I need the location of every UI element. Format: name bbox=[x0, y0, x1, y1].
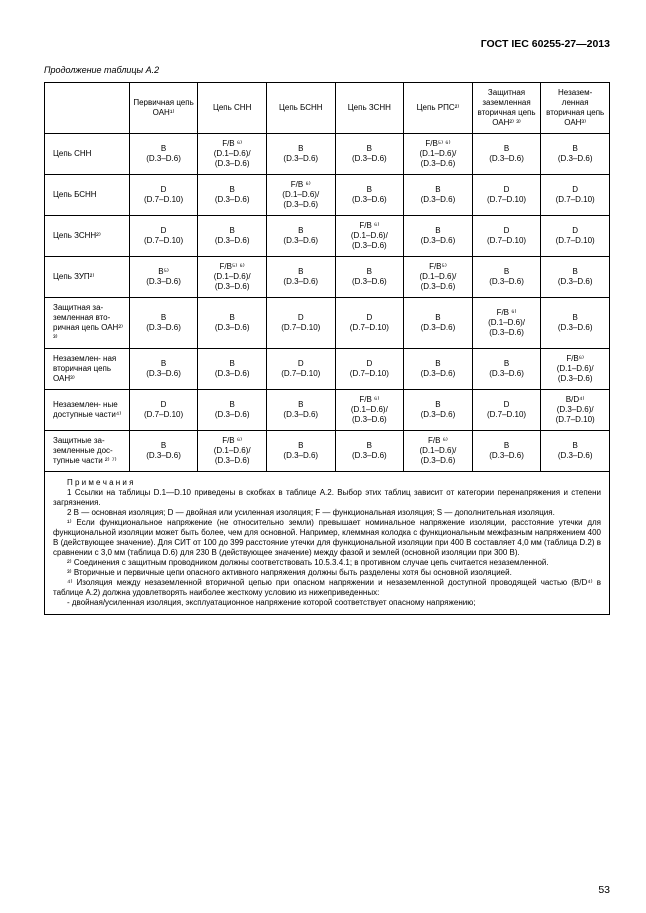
table-cell: B(D.3–D.6) bbox=[472, 431, 541, 472]
table-cell: B(D.3–D.6) bbox=[129, 431, 198, 472]
table-row: Цепь ЗСНН²⁾D(D.7–D.10)B(D.3–D.6)B(D.3–D.… bbox=[45, 216, 610, 257]
header-empty bbox=[45, 83, 130, 134]
table-cell: B(D.3–D.6) bbox=[266, 257, 335, 298]
note-2: 2 В — основная изоляция; D — двойная или… bbox=[53, 508, 601, 518]
table-cell: B(D.3–D.6) bbox=[404, 216, 473, 257]
table-cell: D(D.7–D.10) bbox=[541, 175, 610, 216]
table-cell: B(D.3–D.6) bbox=[129, 134, 198, 175]
table-cell: D(D.7–D.10) bbox=[541, 216, 610, 257]
table-cell: B(D.3–D.6) bbox=[266, 431, 335, 472]
table-cell: F/B ⁶⁾(D.1–D.6)/(D.3–D.6) bbox=[198, 431, 267, 472]
footnote-1: ¹⁾ Если функциональное напряжение (не от… bbox=[53, 518, 601, 558]
table-row: Защитная за- земленная вто- ричная цепь … bbox=[45, 298, 610, 349]
table-cell: B⁵⁾(D.3–D.6) bbox=[129, 257, 198, 298]
table-cell: B(D.3–D.6) bbox=[198, 175, 267, 216]
table-cell: B(D.3–D.6) bbox=[541, 257, 610, 298]
table-caption: Продолжение таблицы А.2 bbox=[44, 65, 610, 76]
footnote-2: ²⁾ Соединения с защитным проводником дол… bbox=[53, 558, 601, 568]
table-cell: F/B⁶⁾(D.1–D.6)/(D.3–D.6) bbox=[541, 349, 610, 390]
table-row: Незаземлен- ные доступные части⁴⁾D(D.7–D… bbox=[45, 390, 610, 431]
header-col: Цепь РПС²⁾ bbox=[404, 83, 473, 134]
table-cell: D(D.7–D.10) bbox=[129, 216, 198, 257]
notes-cell: П р и м е ч а н и я 1 Ссылки на таблицы … bbox=[45, 472, 610, 615]
table-cell: F/B⁵⁾ ⁶⁾(D.1–D.6)/(D.3–D.6) bbox=[404, 134, 473, 175]
row-label: Незаземлен- ная вторичная цепь ОАН³⁾ bbox=[45, 349, 130, 390]
table-cell: F/B ⁶⁾(D.1–D.6)/(D.3–D.6) bbox=[404, 431, 473, 472]
row-label: Цепь СНН bbox=[45, 134, 130, 175]
table-cell: B(D.3–D.6) bbox=[472, 349, 541, 390]
table-cell: B(D.3–D.6) bbox=[335, 175, 404, 216]
table-cell: D(D.7–D.10) bbox=[266, 349, 335, 390]
table-cell: B(D.3–D.6) bbox=[335, 257, 404, 298]
table-cell: B(D.3–D.6) bbox=[129, 298, 198, 349]
table-cell: F/B⁵⁾ ⁶⁾(D.1–D.6)/(D.3–D.6) bbox=[198, 257, 267, 298]
table-cell: D(D.7–D.10) bbox=[266, 298, 335, 349]
table-cell: D(D.7–D.10) bbox=[335, 298, 404, 349]
table-cell: B(D.3–D.6) bbox=[266, 390, 335, 431]
table-cell: B/D⁴⁾(D.3–D.6)/(D.7–D.10) bbox=[541, 390, 610, 431]
table-cell: F/B ⁶⁾(D.1–D.6)/(D.3–D.6) bbox=[335, 390, 404, 431]
table-row: Цепь БСННD(D.7–D.10)B(D.3–D.6)F/B ⁶⁾(D.1… bbox=[45, 175, 610, 216]
table-cell: B(D.3–D.6) bbox=[198, 349, 267, 390]
table-cell: B(D.3–D.6) bbox=[404, 390, 473, 431]
header-col: Защитная заземленная вторичная цепь ОАН²… bbox=[472, 83, 541, 134]
table-cell: F/B ⁶⁾(D.1–D.6)/(D.3–D.6) bbox=[198, 134, 267, 175]
table-cell: B(D.3–D.6) bbox=[404, 349, 473, 390]
table-cell: B(D.3–D.6) bbox=[335, 431, 404, 472]
notes-row: П р и м е ч а н и я 1 Ссылки на таблицы … bbox=[45, 472, 610, 615]
table-row: Защитные за- земленные дос- тупные части… bbox=[45, 431, 610, 472]
footnote-4: ⁴⁾ Изоляция между незаземленной вторично… bbox=[53, 578, 601, 598]
table-row: Незаземлен- ная вторичная цепь ОАН³⁾B(D.… bbox=[45, 349, 610, 390]
insulation-table: Первичная цепь ОАН¹⁾ Цепь СНН Цепь БСНН … bbox=[44, 82, 610, 615]
header-col: Цепь СНН bbox=[198, 83, 267, 134]
table-cell: B(D.3–D.6) bbox=[404, 298, 473, 349]
header-col: Цепь ЗСНН bbox=[335, 83, 404, 134]
table-header-row: Первичная цепь ОАН¹⁾ Цепь СНН Цепь БСНН … bbox=[45, 83, 610, 134]
table-cell: D(D.7–D.10) bbox=[129, 175, 198, 216]
table-cell: B(D.3–D.6) bbox=[472, 257, 541, 298]
table-cell: B(D.3–D.6) bbox=[266, 134, 335, 175]
row-label: Цепь ЗСНН²⁾ bbox=[45, 216, 130, 257]
table-cell: D(D.7–D.10) bbox=[472, 216, 541, 257]
table-cell: D(D.7–D.10) bbox=[472, 175, 541, 216]
table-cell: F/B⁵⁾(D.1–D.6)/(D.3–D.6) bbox=[404, 257, 473, 298]
table-cell: B(D.3–D.6) bbox=[266, 216, 335, 257]
table-cell: B(D.3–D.6) bbox=[335, 134, 404, 175]
table-cell: F/B ⁶⁾(D.1–D.6)/(D.3–D.6) bbox=[266, 175, 335, 216]
table-cell: B(D.3–D.6) bbox=[541, 431, 610, 472]
table-cell: B(D.3–D.6) bbox=[198, 216, 267, 257]
header-col: Цепь БСНН bbox=[266, 83, 335, 134]
note-1: 1 Ссылки на таблицы D.1—D.10 приведены в… bbox=[53, 488, 601, 508]
row-label: Защитные за- земленные дос- тупные части… bbox=[45, 431, 130, 472]
row-label: Незаземлен- ные доступные части⁴⁾ bbox=[45, 390, 130, 431]
header-col: Незазем- ленная вторичная цепь ОАН³⁾ bbox=[541, 83, 610, 134]
page-number: 53 bbox=[598, 884, 610, 897]
document-page: ГОСТ IEC 60255-27—2013 Продолжение табли… bbox=[0, 0, 646, 913]
table-cell: B(D.3–D.6) bbox=[198, 390, 267, 431]
table-cell: B(D.3–D.6) bbox=[129, 349, 198, 390]
notes-heading: П р и м е ч а н и я bbox=[53, 478, 601, 488]
table-cell: B(D.3–D.6) bbox=[404, 175, 473, 216]
row-label: Цепь БСНН bbox=[45, 175, 130, 216]
table-cell: D(D.7–D.10) bbox=[472, 390, 541, 431]
table-cell: B(D.3–D.6) bbox=[541, 134, 610, 175]
header-col: Первичная цепь ОАН¹⁾ bbox=[129, 83, 198, 134]
table-cell: D(D.7–D.10) bbox=[129, 390, 198, 431]
row-label: Цепь ЗУП²⁾ bbox=[45, 257, 130, 298]
table-cell: F/B ⁶⁾(D.1–D.6)/(D.3–D.6) bbox=[335, 216, 404, 257]
table-cell: F/B ⁶⁾(D.1–D.6)/(D.3–D.6) bbox=[472, 298, 541, 349]
footnote-3: ³⁾ Вторичные и первичные цепи опасного а… bbox=[53, 568, 601, 578]
table-cell: D(D.7–D.10) bbox=[335, 349, 404, 390]
table-row: Цепь ЗУП²⁾B⁵⁾(D.3–D.6)F/B⁵⁾ ⁶⁾(D.1–D.6)/… bbox=[45, 257, 610, 298]
table-cell: B(D.3–D.6) bbox=[198, 298, 267, 349]
table-cell: B(D.3–D.6) bbox=[541, 298, 610, 349]
row-label: Защитная за- земленная вто- ричная цепь … bbox=[45, 298, 130, 349]
standard-id: ГОСТ IEC 60255-27—2013 bbox=[44, 38, 610, 51]
table-cell: B(D.3–D.6) bbox=[472, 134, 541, 175]
footnote-4a: - двойная/усиленная изоляция, эксплуатац… bbox=[53, 598, 601, 608]
table-row: Цепь СННB(D.3–D.6)F/B ⁶⁾(D.1–D.6)/(D.3–D… bbox=[45, 134, 610, 175]
